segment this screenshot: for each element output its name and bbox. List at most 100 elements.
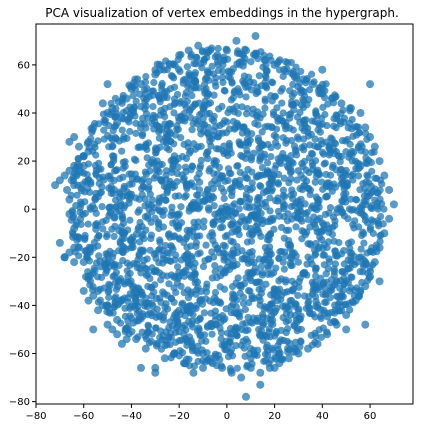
data-point xyxy=(201,80,209,88)
data-point xyxy=(258,271,266,279)
data-point xyxy=(174,56,182,64)
data-point xyxy=(214,44,222,53)
data-point xyxy=(385,214,394,223)
data-point xyxy=(266,52,274,60)
data-point xyxy=(250,294,258,302)
data-point xyxy=(170,109,178,117)
data-point xyxy=(281,192,289,201)
data-point xyxy=(286,297,294,305)
data-point xyxy=(235,180,243,189)
data-point xyxy=(257,48,265,56)
x-tick-label: 60 xyxy=(364,411,377,422)
data-point xyxy=(239,293,248,301)
data-point xyxy=(165,334,173,342)
data-point xyxy=(351,123,359,131)
data-point xyxy=(149,111,158,119)
data-point xyxy=(189,227,197,235)
data-point xyxy=(75,162,84,170)
data-point xyxy=(283,65,291,73)
data-point xyxy=(247,58,255,66)
data-point xyxy=(198,64,206,72)
data-point xyxy=(159,271,167,279)
data-point xyxy=(127,244,135,252)
data-point xyxy=(150,267,158,276)
data-point xyxy=(221,233,229,241)
data-point xyxy=(272,327,280,336)
data-point xyxy=(270,309,278,317)
data-point xyxy=(376,176,385,184)
data-point xyxy=(158,160,166,169)
data-point xyxy=(340,280,348,288)
data-point xyxy=(339,198,347,206)
data-point xyxy=(187,147,195,155)
x-tick-label: 20 xyxy=(268,411,281,422)
data-point xyxy=(255,194,263,202)
data-point xyxy=(317,333,325,341)
data-point xyxy=(105,184,113,192)
data-point xyxy=(245,286,253,295)
data-point xyxy=(151,368,160,377)
data-point xyxy=(269,316,277,324)
data-point xyxy=(145,177,153,185)
data-point xyxy=(221,269,229,277)
data-point xyxy=(100,126,108,134)
data-point xyxy=(256,153,264,161)
data-point xyxy=(272,139,280,147)
data-point xyxy=(267,123,276,131)
data-point xyxy=(153,69,161,77)
data-point xyxy=(140,86,149,94)
data-point xyxy=(235,231,243,239)
data-point xyxy=(212,145,221,153)
data-point xyxy=(348,157,356,165)
data-point xyxy=(145,93,153,101)
data-point xyxy=(163,189,171,197)
data-point xyxy=(329,161,337,169)
data-point xyxy=(174,212,182,220)
data-point xyxy=(147,231,156,239)
data-point xyxy=(184,302,192,311)
data-point xyxy=(186,113,195,122)
data-point xyxy=(329,99,338,107)
data-point xyxy=(323,278,331,286)
data-point xyxy=(256,181,264,190)
data-point xyxy=(340,260,348,268)
data-point xyxy=(110,232,118,241)
data-point xyxy=(137,315,145,323)
data-point xyxy=(167,294,175,302)
data-point xyxy=(165,280,173,288)
data-point xyxy=(229,218,237,226)
data-point xyxy=(192,304,200,313)
data-point xyxy=(103,233,111,241)
data-point xyxy=(304,299,312,307)
data-point xyxy=(126,312,134,320)
data-point xyxy=(157,345,166,353)
data-point xyxy=(158,336,166,344)
data-point xyxy=(282,310,290,318)
data-point xyxy=(229,105,237,113)
x-tick-label: 40 xyxy=(316,411,329,422)
data-point xyxy=(187,290,195,298)
data-point xyxy=(141,98,149,106)
data-point xyxy=(306,309,314,318)
data-point xyxy=(213,58,221,66)
data-point xyxy=(99,225,107,233)
data-point xyxy=(259,321,267,329)
data-point xyxy=(288,92,296,100)
x-axis: −80 −60 −40 −20 0 20 40 60 xyxy=(25,404,376,422)
data-point xyxy=(160,354,169,363)
data-point xyxy=(277,247,286,256)
data-point xyxy=(342,148,350,156)
data-point xyxy=(208,180,216,188)
data-point xyxy=(89,325,98,334)
data-point xyxy=(238,103,246,111)
data-point xyxy=(81,247,89,255)
data-point xyxy=(221,87,229,95)
data-point xyxy=(361,123,370,132)
data-point xyxy=(297,171,305,179)
data-point xyxy=(359,228,367,236)
data-point xyxy=(243,238,252,246)
data-point xyxy=(232,279,240,287)
data-point xyxy=(251,32,260,41)
data-point xyxy=(144,321,152,329)
data-point xyxy=(106,209,114,217)
